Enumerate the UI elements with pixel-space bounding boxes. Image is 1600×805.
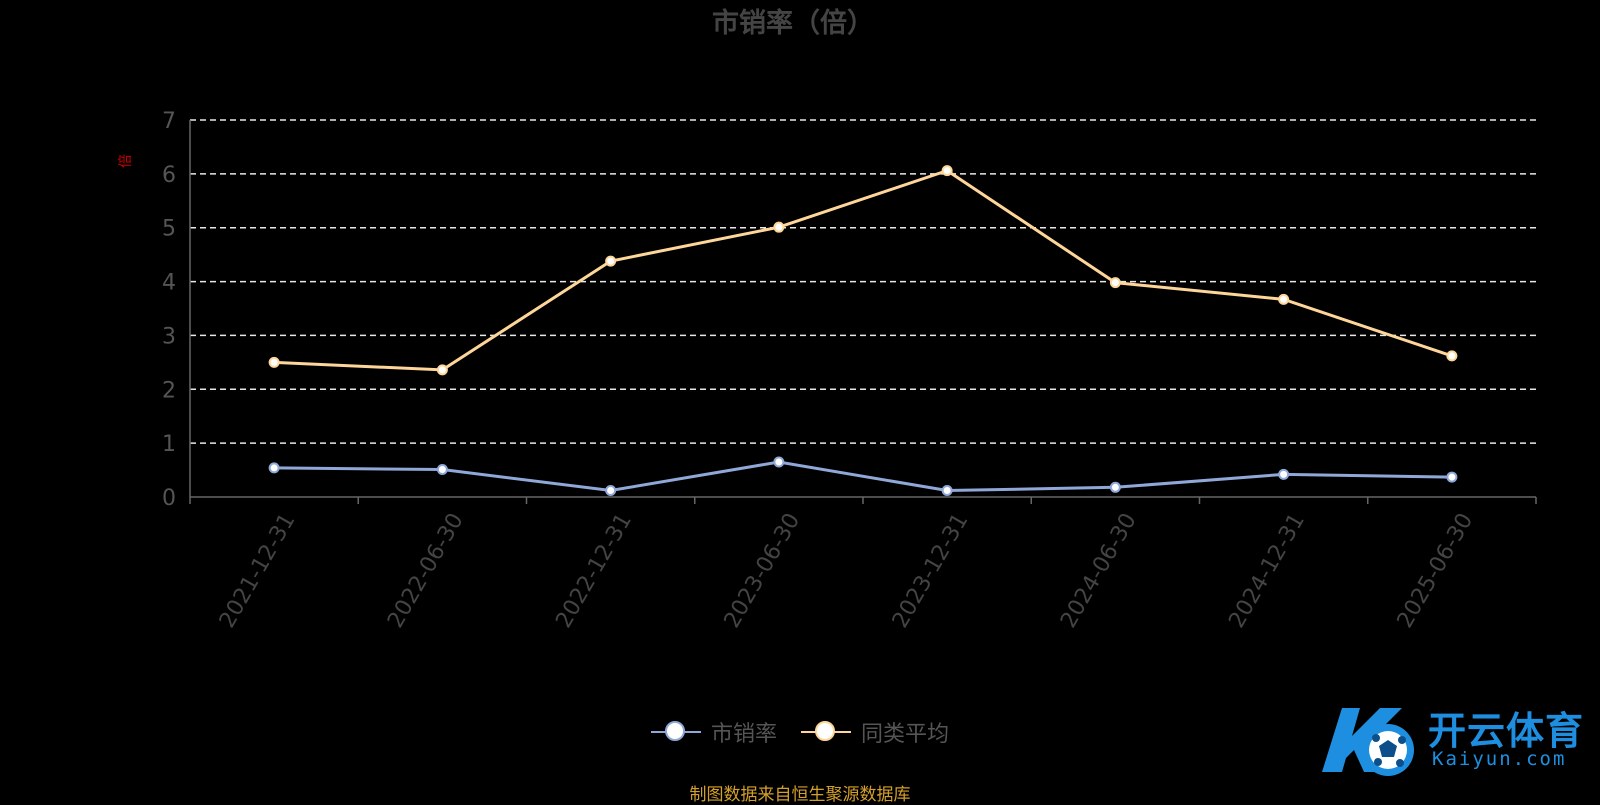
x-tick-label: 2024-06-30	[1056, 509, 1142, 632]
series	[268, 165, 1458, 497]
x-tick-label: 2022-12-31	[551, 509, 637, 632]
x-tick-label: 2025-06-30	[1393, 509, 1479, 632]
x-tick-label: 2023-06-30	[720, 509, 806, 632]
series-point-0[interactable]	[773, 456, 785, 468]
series-point-0[interactable]	[1109, 481, 1121, 493]
legend-swatch-icon	[801, 719, 851, 745]
watermark-name: 开云体育	[1428, 709, 1585, 753]
axes: 0 1 2 3 4 5 6 7 2021-12-31 2022-06-30 2022-12-31 20…	[162, 109, 1537, 632]
legend-label: 同类平均	[861, 722, 950, 747]
legend-label: 市销率	[710, 722, 777, 747]
legend: 市销率 同类平均	[0, 716, 1600, 748]
series-point-0[interactable]	[436, 464, 448, 476]
y-tick-label: 1	[162, 432, 176, 457]
y-tick-label: 2	[162, 378, 176, 403]
y-axis-label: 倍	[118, 154, 134, 168]
chart-title: 市销率（倍）	[712, 7, 874, 39]
series-point-0[interactable]	[1278, 468, 1290, 480]
series-point-1[interactable]	[1109, 277, 1121, 289]
x-tick-label: 2023-12-31	[888, 509, 974, 632]
series-point-1[interactable]	[605, 255, 617, 267]
y-tick-label: 5	[162, 217, 176, 242]
watermark: 开云体育 Kaiyun.com	[1316, 700, 1596, 786]
series-point-1[interactable]	[436, 364, 448, 376]
y-tick-label: 4	[162, 271, 176, 296]
y-tick-label: 6	[162, 163, 176, 188]
series-point-0[interactable]	[941, 485, 953, 497]
series-point-1[interactable]	[1278, 293, 1290, 305]
series-line-0	[274, 460, 1452, 493]
series-point-1[interactable]	[268, 356, 280, 368]
grid	[190, 119, 1536, 444]
y-tick-label: 0	[162, 486, 176, 511]
series-point-1[interactable]	[773, 221, 785, 233]
kaiyun-soccer-logo-icon	[1322, 708, 1414, 776]
series-point-0[interactable]	[268, 462, 280, 474]
legend-item-市销率[interactable]: 市销率	[650, 716, 777, 748]
watermark-domain: Kaiyun.com	[1432, 748, 1567, 770]
x-tick-label: 2021-12-31	[215, 509, 301, 632]
series-line-1	[274, 168, 1453, 372]
series-point-0[interactable]	[1446, 471, 1458, 483]
legend-item-同类平均[interactable]: 同类平均	[801, 716, 949, 748]
series-point-1[interactable]	[1446, 350, 1458, 362]
legend-swatch-icon	[650, 719, 701, 745]
series-point-1[interactable]	[941, 165, 953, 177]
series-point-0[interactable]	[605, 485, 617, 497]
y-tick-label: 3	[162, 324, 176, 349]
x-tick-label: 2024-12-31	[1224, 509, 1310, 632]
x-tick-label: 2022-06-30	[383, 509, 469, 632]
y-tick-label: 7	[162, 109, 176, 134]
